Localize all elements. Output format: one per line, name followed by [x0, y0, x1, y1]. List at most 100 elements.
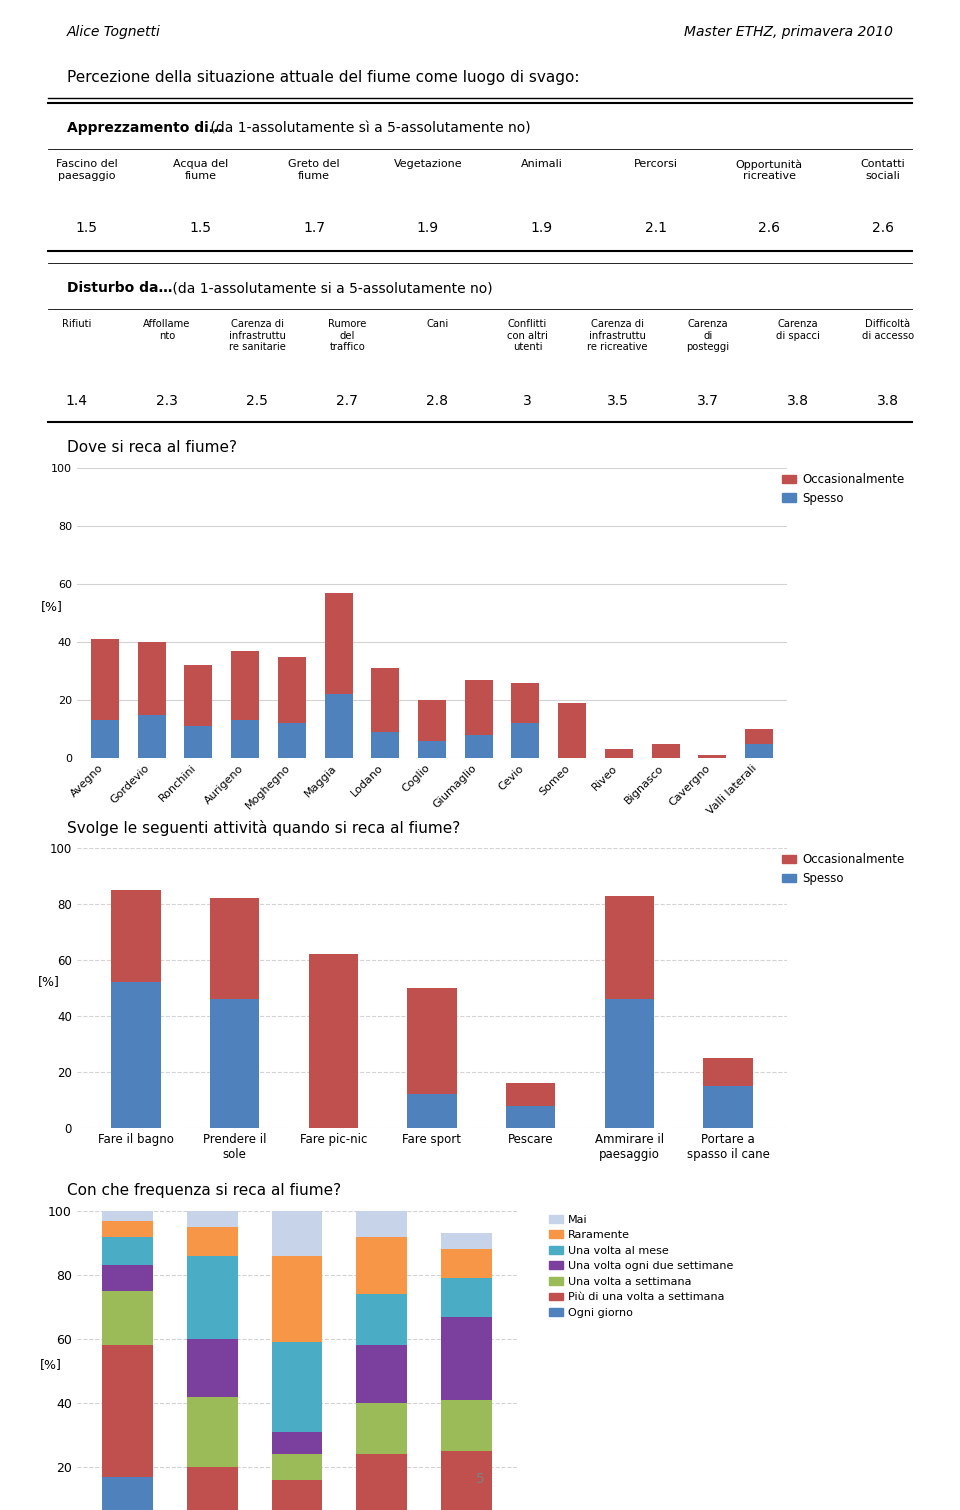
Bar: [441, 1277, 492, 1317]
Bar: [324, 695, 352, 758]
Bar: [184, 726, 212, 758]
Bar: [605, 749, 633, 758]
Bar: [137, 642, 165, 714]
Bar: [512, 723, 540, 758]
Text: 2.6: 2.6: [758, 220, 780, 236]
Bar: [309, 954, 358, 1128]
Text: 3.5: 3.5: [607, 394, 629, 408]
Text: Disturbo da…: Disturbo da…: [67, 281, 173, 294]
Text: (da 1-assolutamente si a 5-assolutamente no): (da 1-assolutamente si a 5-assolutamente…: [168, 281, 492, 294]
Bar: [356, 1294, 407, 1345]
Bar: [324, 593, 352, 695]
Y-axis label: [%]: [%]: [39, 1357, 61, 1371]
Text: Con che frequenza si reca al fiume?: Con che frequenza si reca al fiume?: [67, 1182, 342, 1197]
Bar: [272, 1480, 323, 1510]
Bar: [102, 1265, 153, 1291]
Bar: [372, 667, 399, 732]
Bar: [465, 735, 492, 758]
Bar: [137, 714, 165, 758]
Bar: [210, 1000, 259, 1128]
Bar: [745, 729, 773, 743]
Text: Dove si reca al fiume?: Dove si reca al fiume?: [67, 439, 237, 455]
Text: Carenza di
infrastruttu
re ricreative: Carenza di infrastruttu re ricreative: [588, 319, 648, 352]
Text: 1.5: 1.5: [76, 220, 97, 236]
Bar: [418, 701, 446, 740]
Text: Percezione della situazione attuale del fiume come luogo di svago:: Percezione della situazione attuale del …: [67, 69, 580, 85]
Bar: [277, 723, 306, 758]
Text: 1.4: 1.4: [66, 394, 87, 408]
Bar: [272, 1431, 323, 1454]
Bar: [407, 1095, 457, 1128]
Text: 1.9: 1.9: [417, 220, 439, 236]
Bar: [441, 1400, 492, 1451]
Text: 2.1: 2.1: [644, 220, 666, 236]
Text: Master ETHZ, primavera 2010: Master ETHZ, primavera 2010: [684, 26, 893, 39]
Bar: [441, 1234, 492, 1249]
Bar: [506, 1083, 555, 1105]
Text: Carenza
di
posteggi: Carenza di posteggi: [686, 319, 730, 352]
Text: Cani: Cani: [426, 319, 448, 329]
Bar: [558, 702, 587, 758]
Text: Rumore
del
traffico: Rumore del traffico: [328, 319, 367, 352]
Text: Difficoltà
di accesso: Difficoltà di accesso: [862, 319, 914, 341]
Bar: [102, 1291, 153, 1345]
Bar: [111, 889, 160, 983]
Y-axis label: [%]: [%]: [37, 975, 60, 988]
Bar: [102, 1220, 153, 1237]
Bar: [605, 895, 654, 1000]
Bar: [187, 1228, 238, 1256]
Text: 1.9: 1.9: [531, 220, 553, 236]
Text: Carenza di
infrastruttu
re sanitarie: Carenza di infrastruttu re sanitarie: [228, 319, 285, 352]
Text: Percorsi: Percorsi: [634, 159, 678, 169]
Bar: [698, 755, 727, 758]
Bar: [91, 639, 119, 720]
Bar: [102, 1211, 153, 1220]
Bar: [102, 1237, 153, 1265]
Bar: [512, 683, 540, 723]
Text: Acqua del
fiume: Acqua del fiume: [173, 159, 228, 181]
Text: (da 1-assolutamente sì a 5-assolutamente no): (da 1-assolutamente sì a 5-assolutamente…: [206, 121, 531, 134]
Bar: [704, 1086, 753, 1128]
Text: 3.8: 3.8: [877, 394, 899, 408]
Text: 5: 5: [475, 1472, 485, 1486]
Text: Animali: Animali: [520, 159, 563, 169]
Bar: [231, 720, 259, 758]
Bar: [184, 666, 212, 726]
Y-axis label: [%]: [%]: [41, 599, 62, 613]
Text: 2.3: 2.3: [156, 394, 178, 408]
Bar: [272, 1454, 323, 1480]
Text: Contatti
sociali: Contatti sociali: [861, 159, 905, 181]
Text: Carenza
di spacci: Carenza di spacci: [776, 319, 820, 341]
Text: Conflitti
con altri
utenti: Conflitti con altri utenti: [507, 319, 548, 352]
Text: 2.7: 2.7: [336, 394, 358, 408]
Text: Svolge le seguenti attività quando si reca al fiume?: Svolge le seguenti attività quando si re…: [67, 820, 461, 837]
Bar: [91, 720, 119, 758]
Bar: [187, 1211, 238, 1228]
Text: Fascino del
paesaggio: Fascino del paesaggio: [56, 159, 117, 181]
Legend: Occasionalmente, Spesso: Occasionalmente, Spesso: [778, 468, 909, 509]
Text: Rifiuti: Rifiuti: [62, 319, 91, 329]
Text: 3: 3: [523, 394, 532, 408]
Bar: [407, 988, 457, 1095]
Bar: [356, 1403, 407, 1454]
Text: Alice Tognetti: Alice Tognetti: [67, 26, 161, 39]
Bar: [272, 1256, 323, 1342]
Bar: [187, 1468, 238, 1510]
Bar: [372, 732, 399, 758]
Bar: [441, 1249, 492, 1277]
Text: 3.8: 3.8: [787, 394, 809, 408]
Bar: [277, 657, 306, 723]
Bar: [356, 1237, 407, 1294]
Text: 2.8: 2.8: [426, 394, 448, 408]
Legend: Mai, Raramente, Una volta al mese, Una volta ogni due settimane, Una volta a set: Mai, Raramente, Una volta al mese, Una v…: [545, 1210, 738, 1323]
Bar: [187, 1397, 238, 1468]
Bar: [231, 651, 259, 720]
Bar: [102, 1477, 153, 1510]
Bar: [745, 743, 773, 758]
Bar: [187, 1256, 238, 1339]
Bar: [652, 743, 680, 758]
Bar: [506, 1105, 555, 1128]
Legend: Occasionalmente, Spesso: Occasionalmente, Spesso: [778, 849, 909, 889]
Text: 1.5: 1.5: [189, 220, 211, 236]
Bar: [210, 898, 259, 1000]
